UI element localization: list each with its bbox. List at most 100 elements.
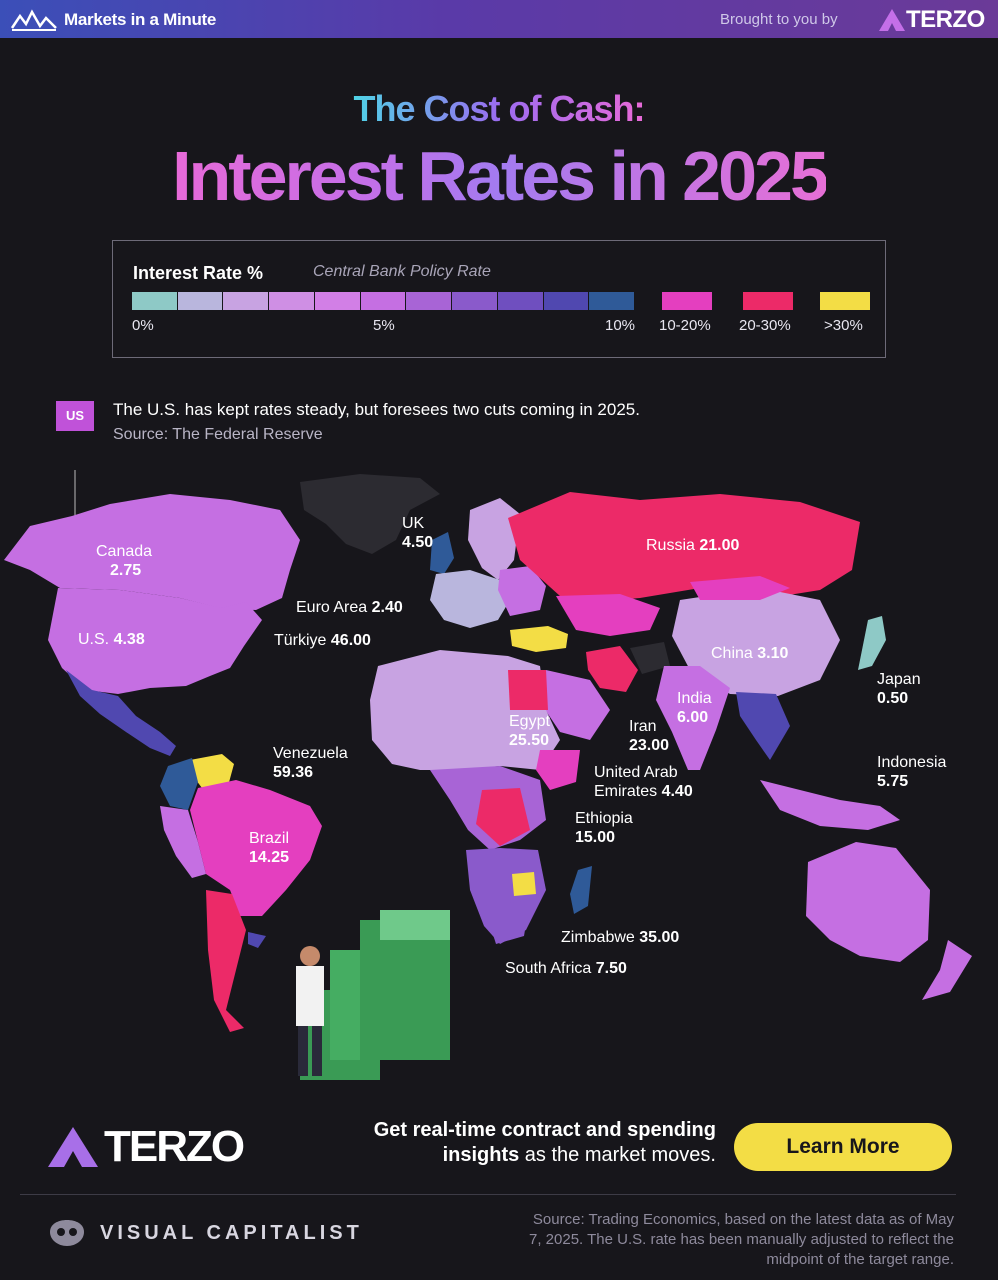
colombia-shape (160, 758, 198, 810)
drc-shape (476, 788, 530, 846)
legend-box: Interest Rate % Central Bank Policy Rate… (112, 240, 886, 358)
legend-scale-step (543, 292, 590, 310)
iran-label: Iran 23.00 (629, 718, 670, 754)
china-shape (672, 588, 840, 696)
egypt-shape (508, 670, 548, 710)
footer-source: Source: Trading Economics, based on the … (529, 1211, 954, 1268)
brand-text: Markets in a Minute (64, 10, 217, 29)
us-callout-source: Source: The Federal Reserve (113, 426, 323, 443)
legend-subtitle: Central Bank Policy Rate (313, 263, 491, 280)
china-label: China 3.10 (711, 645, 789, 662)
footer-divider (20, 1194, 956, 1195)
peru-shape (160, 806, 206, 878)
indonesia-label: Indonesia 5.75 (877, 754, 947, 790)
egypt-label: Egypt 25.50 (509, 713, 550, 749)
terzo-footer-text: TERZO (104, 1122, 245, 1171)
turkiye-label: Türkiye 46.00 (274, 632, 371, 649)
legend-tick-0: 0% (132, 317, 154, 334)
australia-shape (806, 842, 930, 962)
legend-color-scale (132, 292, 636, 310)
afghanistan-shape (630, 642, 670, 674)
mongolia-shape (690, 576, 790, 600)
brought-to-you-by: Brought to you by (720, 11, 838, 28)
visual-capitalist-text: VISUAL CAPITALIST (100, 1221, 363, 1244)
visual-capitalist-logo[interactable]: VISUAL CAPITALIST (46, 1218, 363, 1248)
legend-scale-step (177, 292, 224, 310)
legend-scale-step (360, 292, 407, 310)
legend-bin-label-over-30: >30% (824, 317, 863, 334)
brazil-shape (190, 780, 322, 916)
venezuela-label: Venezuela 59.36 (273, 745, 348, 781)
terzo-sponsor-logo[interactable]: TERZO (878, 6, 985, 34)
world-map (4, 470, 972, 1080)
legend-swatch-20-30 (743, 292, 793, 310)
legend-scale-step (497, 292, 544, 310)
turkiye-shape (510, 626, 568, 652)
legend-swatch-over-30 (820, 292, 870, 310)
legend-scale-step (223, 292, 270, 310)
legend-bin-label-10-20: 10-20% (659, 317, 711, 334)
legend-title: Interest Rate % (133, 263, 264, 283)
legend-tick-5: 5% (373, 317, 395, 334)
cta-line-2-bold: insights (442, 1144, 520, 1166)
brazil-label: Brazil 14.25 (249, 830, 290, 866)
kazakhstan-shape (556, 594, 660, 636)
legend-scale-step (406, 292, 453, 310)
new-zealand-shape (922, 940, 972, 1000)
ethiopia-label: Ethiopia 15.00 (575, 810, 633, 846)
madagascar-shape (570, 866, 592, 914)
money-stack-illustration (296, 910, 450, 1080)
russia-shape (508, 492, 860, 602)
legend-tick-10: 10% (605, 317, 636, 334)
indonesia-shape (760, 780, 900, 830)
south-africa-shape (484, 900, 530, 944)
russia-label: Russia 21.00 (646, 537, 740, 554)
chart-wave-icon (10, 9, 57, 31)
mexico-shape (66, 670, 176, 756)
uk-label: UK 4.50 (402, 515, 434, 551)
cta-text: Get real-time contract and spending insi… (330, 1118, 716, 1168)
legend-scale-step (589, 292, 636, 310)
iran-shape (586, 646, 638, 692)
top-banner: Markets in a Minute Brought to you by TE… (0, 0, 998, 38)
legend-scale-step (452, 292, 498, 310)
japan-label: Japan 0.50 (877, 671, 921, 707)
us-label: U.S. 4.38 (78, 631, 145, 648)
zimbabwe-shape (512, 872, 536, 896)
title-line-1: The Cost of Cash: (353, 88, 645, 129)
cta-line-2-rest: as the market moves. (519, 1144, 716, 1166)
visual-capitalist-icon (50, 1220, 84, 1246)
legend-swatch-10-20 (662, 292, 712, 310)
legend-scale-step (314, 292, 361, 310)
greenland-shape (300, 474, 440, 554)
canada-shape (4, 494, 300, 610)
markets-in-a-minute-brand: Markets in a Minute (10, 8, 216, 32)
japan-shape (858, 616, 886, 670)
south-africa-label: South Africa 7.50 (505, 960, 627, 977)
ethiopia-shape (536, 750, 580, 790)
terzo-footer-logo[interactable]: TERZO (46, 1122, 245, 1172)
se-asia-shape (736, 692, 790, 760)
usa-shape (48, 588, 262, 694)
india-label: India 6.00 (677, 690, 712, 726)
uae-label: United Arab Emirates 4.40 (594, 764, 693, 800)
scandinavia-shape (468, 498, 520, 580)
zimbabwe-label: Zimbabwe 35.00 (561, 929, 680, 946)
title-line-2: Interest Rates in 2025 (172, 137, 829, 215)
legend-scale-step (132, 292, 178, 310)
canada-label: Canada 2.75 (96, 543, 153, 579)
us-badge: US (56, 401, 94, 431)
terzo-sponsor-text: TERZO (906, 6, 985, 33)
euro-area-shape (430, 570, 510, 628)
saudi-shape (540, 670, 610, 740)
terzo-triangle-icon (879, 9, 905, 31)
terzo-triangle-icon (48, 1127, 98, 1167)
legend-scale-step (269, 292, 315, 310)
us-callout-text: The U.S. has kept rates steady, but fore… (113, 400, 640, 419)
india-shape (656, 666, 730, 770)
eastern-europe-shape (498, 566, 546, 616)
legend-bin-label-20-30: 20-30% (739, 317, 791, 334)
learn-more-button[interactable]: Learn More (734, 1123, 952, 1171)
uruguay-shape (248, 932, 266, 948)
uk-shape (430, 532, 454, 574)
